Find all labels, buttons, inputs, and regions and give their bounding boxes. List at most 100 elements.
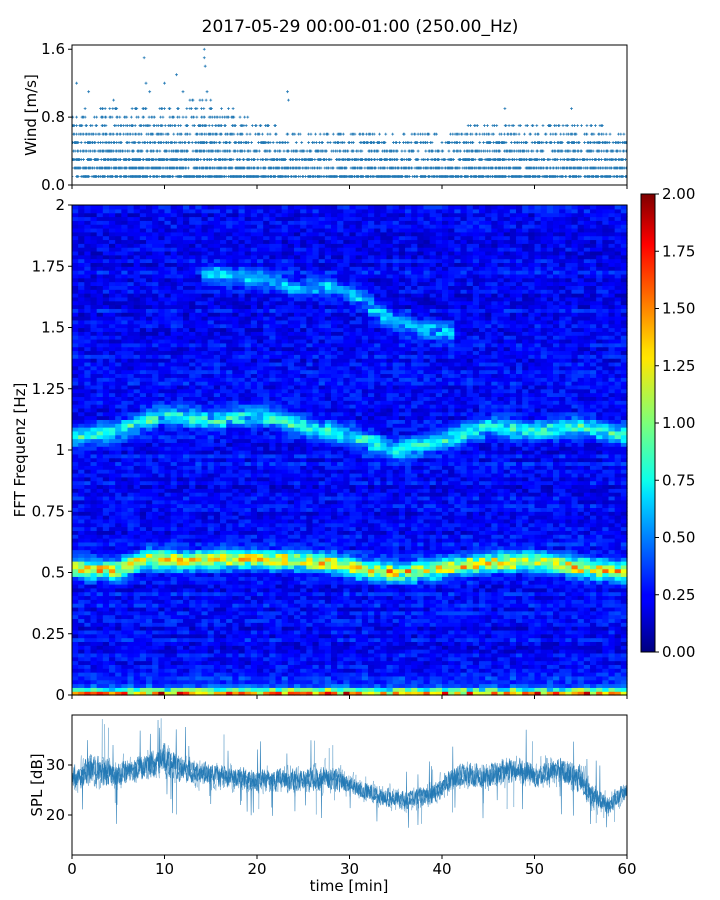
heatmap-cell [306, 664, 314, 669]
wind-point [243, 115, 247, 119]
heatmap-cell [269, 679, 277, 685]
heatmap-cell [244, 603, 252, 608]
wind-point [409, 141, 413, 144]
heatmap-cell [534, 664, 542, 669]
heatmap-cell [102, 656, 110, 662]
heatmap-cell [164, 603, 172, 608]
heatmap-cell [287, 683, 295, 688]
heatmap-cell [263, 606, 270, 612]
heatmap-cell [275, 660, 283, 665]
heatmap-cell [300, 687, 307, 692]
heatmap-cell [596, 614, 603, 620]
heatmap-cell [127, 672, 135, 677]
heatmap-cell [337, 668, 344, 673]
heatmap-cell [72, 622, 79, 627]
heatmap-cell [146, 683, 153, 688]
heatmap-cell [220, 652, 227, 658]
heatmap-cell [553, 672, 560, 677]
heatmap-cell [176, 660, 184, 665]
heatmap-cell [275, 618, 283, 623]
heatmap-cell [540, 645, 548, 650]
heatmap-cell [189, 618, 196, 623]
heatmap-cell [423, 618, 431, 623]
heatmap-cell [281, 595, 289, 600]
heatmap-cell [577, 606, 585, 612]
heatmap-cell [312, 649, 320, 654]
heatmap-cell [368, 664, 375, 669]
heatmap-cell [331, 672, 338, 677]
heatmap-cell [250, 687, 258, 692]
heatmap-cell [133, 629, 141, 635]
heatmap-cell [491, 664, 499, 669]
heatmap-cell [608, 656, 616, 662]
wind-point [492, 132, 496, 136]
heatmap-cell [213, 660, 221, 665]
heatmap-cell [491, 603, 499, 608]
heatmap-cell [485, 633, 492, 639]
heatmap-cell [429, 637, 437, 643]
heatmap-cell [337, 664, 344, 669]
heatmap-cell [460, 675, 468, 681]
heatmap-cell [491, 626, 499, 631]
heatmap-cell [72, 614, 79, 620]
heatmap-cell [109, 610, 116, 616]
heatmap-cell [232, 606, 240, 612]
wind-point [476, 124, 479, 128]
heatmap-cell [312, 626, 320, 631]
heatmap-cell [226, 595, 233, 600]
heatmap-cell [220, 626, 227, 631]
heatmap-cell [220, 679, 227, 685]
heatmap-cell [127, 656, 135, 662]
heatmap-cell [318, 618, 326, 623]
heatmap-cell [442, 641, 449, 646]
wind-point [314, 141, 318, 144]
heatmap-cell [213, 668, 221, 673]
heatmap-cell [213, 614, 221, 620]
heatmap-cell [411, 672, 418, 677]
heatmap-cell [429, 614, 437, 620]
heatmap-cell [553, 637, 560, 643]
heatmap-cell [127, 599, 135, 604]
heatmap-cell [232, 656, 240, 662]
heatmap-cell [226, 683, 233, 688]
heatmap-cell [503, 660, 511, 665]
heatmap-cell [596, 633, 603, 639]
wind-point [579, 175, 583, 178]
heatmap-cell [405, 595, 412, 600]
wind-x-ticks [71, 185, 628, 189]
heatmap-cell [121, 649, 129, 654]
heatmap-cell [139, 675, 147, 681]
wind-point [148, 90, 152, 94]
heatmap-cell [460, 652, 468, 658]
heatmap-cell [183, 637, 190, 643]
heatmap-cell [546, 672, 554, 677]
heatmap-cell [324, 614, 332, 620]
heatmap-cell [318, 610, 326, 616]
heatmap-cell [109, 652, 116, 658]
heatmap-cell [602, 614, 610, 620]
wind-point [553, 141, 556, 144]
heatmap-cell [306, 599, 314, 604]
wind-point [331, 132, 335, 136]
heatmap-cell [497, 652, 505, 658]
heatmap-cell [509, 660, 517, 665]
heatmap-cell [509, 610, 517, 616]
heatmap-cell [460, 668, 468, 673]
heatmap-cell [565, 626, 573, 631]
heatmap-cell [343, 626, 351, 631]
wind-point [190, 141, 194, 144]
heatmap-cell [238, 668, 246, 673]
heatmap-cell [553, 633, 560, 639]
heatmap-cell [331, 614, 338, 620]
wind-point [286, 90, 289, 94]
heatmap-cell [158, 622, 166, 627]
heatmap-cell [287, 645, 295, 650]
heatmap-cell [522, 626, 529, 631]
heatmap-cell [553, 629, 560, 635]
heatmap-cell [201, 687, 209, 692]
heatmap-cell [109, 595, 116, 600]
heatmap-cell [201, 652, 209, 658]
heatmap-cell [78, 606, 85, 612]
heatmap-cell [90, 633, 98, 639]
heatmap-cell [306, 641, 314, 646]
